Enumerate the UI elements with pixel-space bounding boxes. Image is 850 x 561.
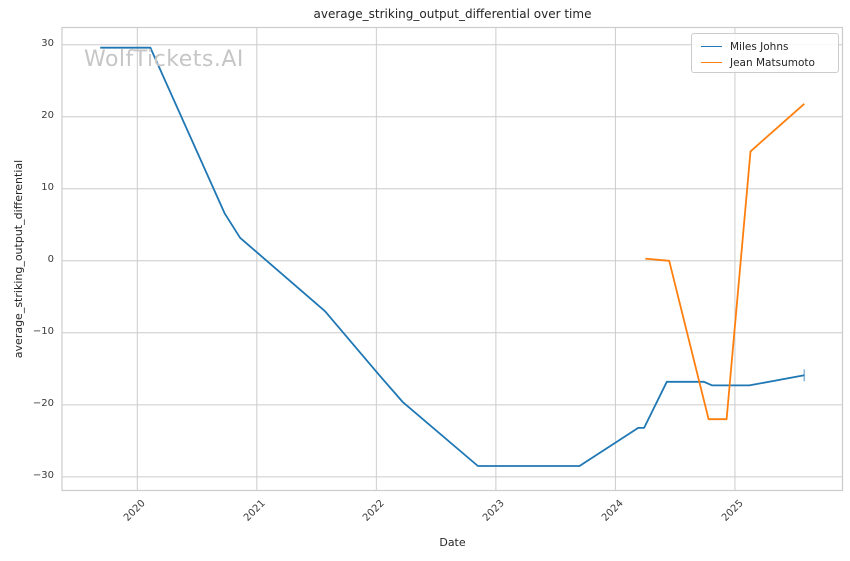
legend-item-miles-johns: Miles Johns — [701, 39, 838, 54]
y-tick-label: 10 — [41, 182, 54, 194]
legend: Miles Johns Jean Matsumoto — [691, 33, 839, 73]
legend-line-swatch-orange — [701, 62, 722, 63]
x-axis-label: Date — [439, 536, 466, 549]
y-tick-label: 0 — [47, 254, 54, 266]
plot-border — [61, 26, 844, 492]
y-tick-label: −30 — [32, 470, 54, 482]
y-tick-label: 30 — [41, 38, 54, 50]
legend-line-swatch-blue — [701, 46, 722, 47]
watermark: WolfTickets.AI — [84, 47, 244, 72]
y-tick-label: −20 — [32, 398, 54, 410]
series-line-jean-matsumoto — [645, 103, 805, 421]
y-tick-label: −10 — [32, 326, 54, 338]
legend-label: Jean Matsumoto — [730, 56, 815, 69]
chart-title: average_striking_output_differential ove… — [313, 7, 592, 21]
legend-label: Miles Johns — [730, 40, 789, 53]
series-line-miles-johns — [100, 46, 805, 467]
y-tick-label: 20 — [41, 110, 54, 122]
legend-item-jean-matsumoto: Jean Matsumoto — [701, 55, 838, 70]
